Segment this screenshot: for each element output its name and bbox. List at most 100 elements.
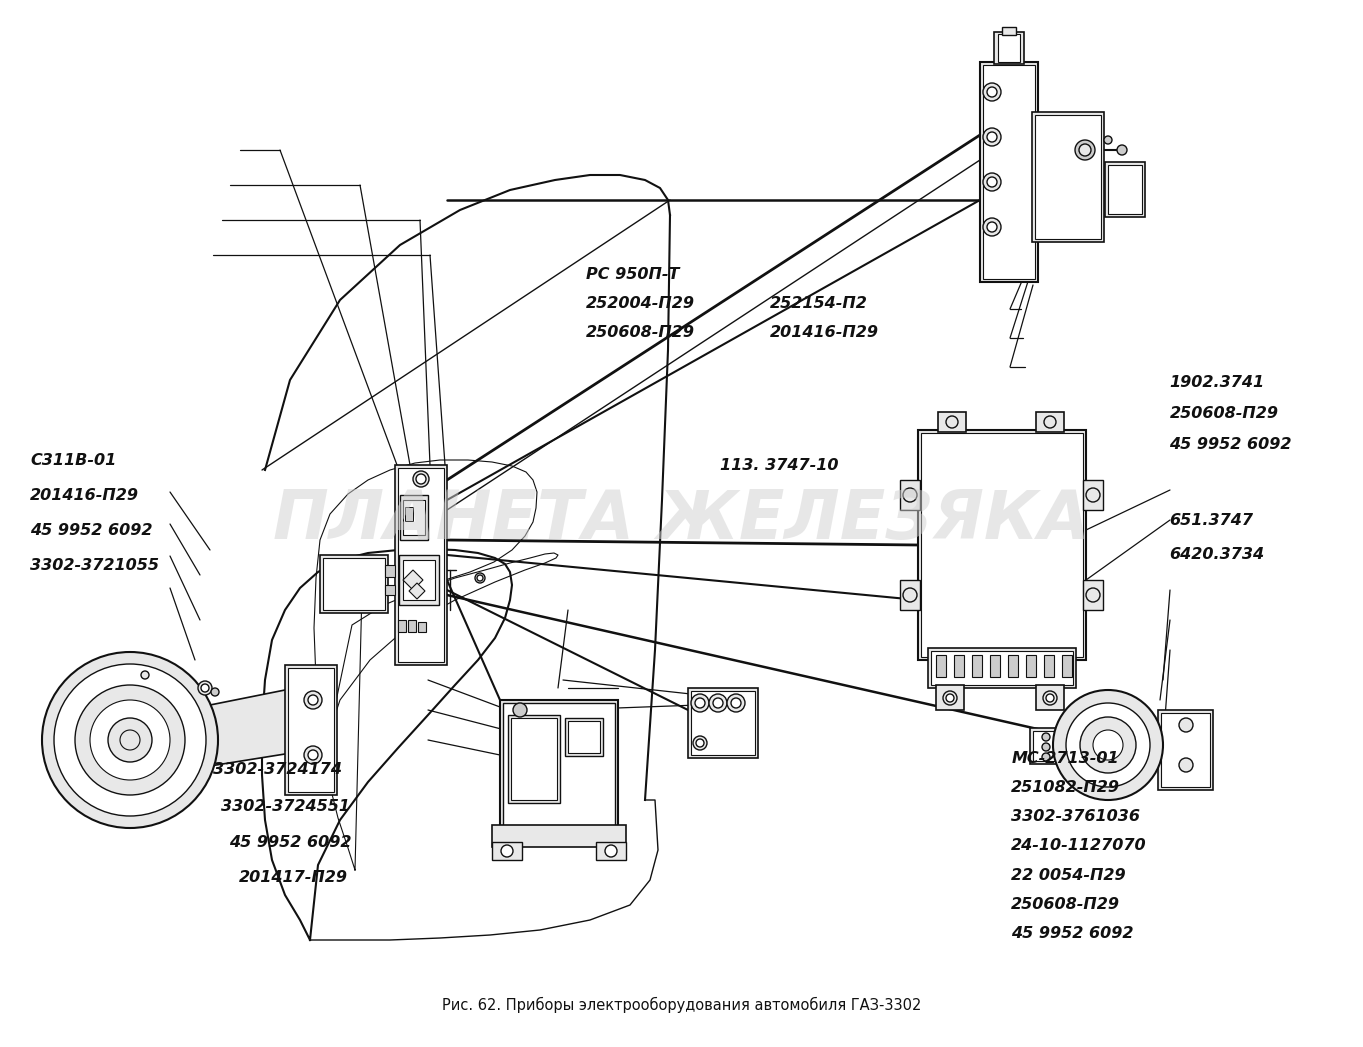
Bar <box>980 62 1039 282</box>
Bar <box>936 655 946 677</box>
Bar <box>566 718 602 756</box>
Bar <box>983 65 1035 279</box>
Bar <box>403 500 425 535</box>
Bar <box>395 465 447 665</box>
Text: РС 950П-Т: РС 950П-Т <box>586 267 680 282</box>
Bar <box>1032 112 1104 242</box>
Circle shape <box>140 671 149 680</box>
Text: 3302-3721055: 3302-3721055 <box>30 558 159 573</box>
Text: 45 9952 6092: 45 9952 6092 <box>229 836 352 850</box>
Circle shape <box>691 694 709 712</box>
Bar <box>511 718 557 800</box>
Bar <box>384 585 395 595</box>
Text: 201416-П29: 201416-П29 <box>30 488 139 503</box>
Bar <box>492 842 522 860</box>
Text: С311В-01: С311В-01 <box>30 453 116 468</box>
Bar <box>998 34 1020 62</box>
Circle shape <box>1041 733 1050 741</box>
Text: 201416-П29: 201416-П29 <box>770 326 879 340</box>
Circle shape <box>304 691 322 709</box>
Bar <box>288 668 334 792</box>
Circle shape <box>1041 743 1050 751</box>
Circle shape <box>696 739 705 747</box>
Polygon shape <box>403 570 423 591</box>
Bar <box>921 433 1084 658</box>
Bar <box>1002 27 1015 35</box>
Circle shape <box>416 474 427 484</box>
Text: 3302-3761036: 3302-3761036 <box>1011 809 1141 824</box>
Bar <box>1044 655 1054 677</box>
Bar <box>1036 685 1065 710</box>
Circle shape <box>90 700 170 780</box>
Circle shape <box>1044 416 1056 428</box>
Bar <box>408 620 416 632</box>
Circle shape <box>695 698 705 708</box>
Circle shape <box>308 695 318 705</box>
Bar <box>994 32 1024 64</box>
Bar <box>1035 115 1101 239</box>
Bar <box>990 655 1000 677</box>
Polygon shape <box>409 583 425 599</box>
Circle shape <box>1075 140 1094 160</box>
Circle shape <box>983 218 1000 236</box>
Text: 22 0054-П29: 22 0054-П29 <box>1011 868 1126 883</box>
Bar <box>1084 480 1103 510</box>
Circle shape <box>502 845 512 857</box>
Circle shape <box>108 718 153 762</box>
Circle shape <box>1118 144 1127 155</box>
Bar <box>1161 713 1210 787</box>
Circle shape <box>904 588 917 602</box>
Bar <box>323 558 384 610</box>
Bar <box>1084 580 1103 610</box>
Bar <box>900 580 920 610</box>
Circle shape <box>904 488 917 502</box>
Circle shape <box>983 128 1000 146</box>
Circle shape <box>1179 718 1193 732</box>
Circle shape <box>1086 588 1100 602</box>
Bar <box>936 685 964 710</box>
Text: 250608-П29: 250608-П29 <box>586 326 695 340</box>
Circle shape <box>55 664 206 816</box>
Text: 201417-П29: 201417-П29 <box>239 870 348 885</box>
Circle shape <box>1179 758 1193 772</box>
Bar <box>405 507 413 521</box>
Bar <box>938 413 966 432</box>
Bar <box>398 468 444 662</box>
Text: 113. 3747-10: 113. 3747-10 <box>720 459 838 473</box>
Circle shape <box>946 416 958 428</box>
Bar <box>1009 655 1018 677</box>
Circle shape <box>1054 690 1163 800</box>
Circle shape <box>713 698 722 708</box>
Bar <box>931 651 1073 685</box>
Bar <box>1105 162 1145 217</box>
Text: 250608-П29: 250608-П29 <box>1169 406 1278 421</box>
Circle shape <box>304 747 322 764</box>
Bar <box>1108 165 1142 214</box>
Text: 45 9952 6092: 45 9952 6092 <box>1169 438 1292 452</box>
Circle shape <box>75 685 185 795</box>
Bar <box>972 655 981 677</box>
Circle shape <box>1093 730 1123 760</box>
Circle shape <box>943 691 957 705</box>
Circle shape <box>605 845 617 857</box>
Circle shape <box>512 703 527 717</box>
Text: 252004-П29: 252004-П29 <box>586 296 695 311</box>
Circle shape <box>211 688 219 696</box>
Circle shape <box>987 177 996 187</box>
Bar <box>1159 710 1213 790</box>
Text: 651.3747: 651.3747 <box>1169 513 1254 528</box>
Circle shape <box>1045 694 1054 701</box>
Circle shape <box>726 694 746 712</box>
Bar <box>398 620 406 632</box>
Bar <box>1026 655 1036 677</box>
Bar <box>688 688 758 758</box>
Circle shape <box>477 575 483 581</box>
Circle shape <box>983 173 1000 191</box>
Bar <box>568 721 600 753</box>
Polygon shape <box>185 685 309 770</box>
Bar <box>596 842 626 860</box>
Text: МС-2713-01: МС-2713-01 <box>1011 751 1119 765</box>
Circle shape <box>1041 753 1050 761</box>
Circle shape <box>200 684 209 692</box>
Bar <box>399 495 428 540</box>
